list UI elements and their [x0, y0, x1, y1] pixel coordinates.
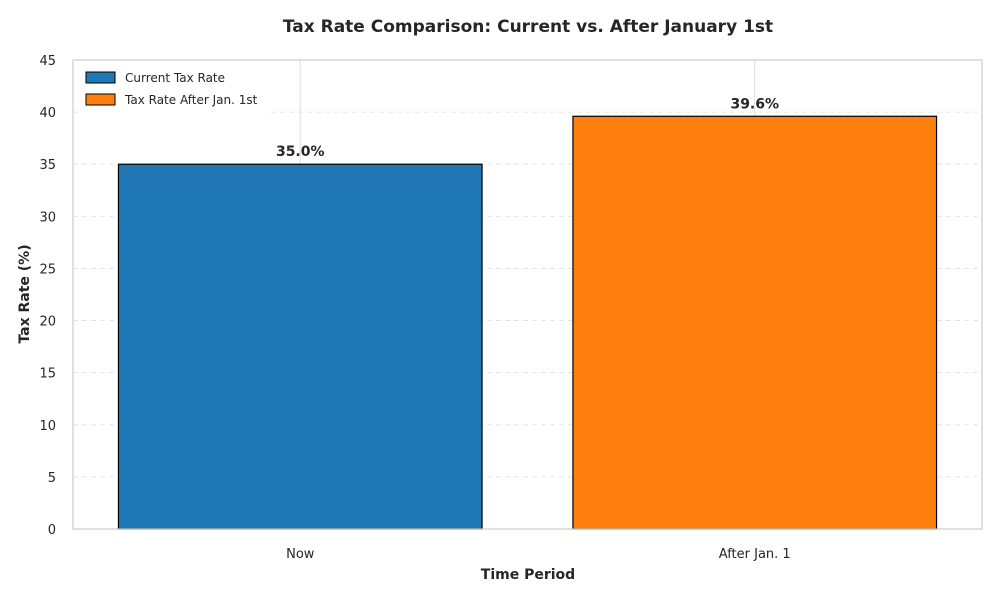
bar-now [117, 163, 483, 530]
bar-value-label: 35.0% [276, 144, 325, 160]
bar-value-label: 39.6% [730, 96, 779, 112]
y-tick-label: 40 [39, 106, 56, 121]
x-tick-label: After Jan. 1 [719, 547, 791, 562]
legend-swatch-current [85, 71, 116, 84]
x-tick-labels: Now After Jan. 1 [286, 547, 791, 562]
y-tick-label: 35 [39, 158, 56, 173]
legend-label-current: Current Tax Rate [125, 71, 225, 85]
legend-background [80, 67, 272, 113]
y-tick-label: 10 [39, 419, 56, 434]
y-tick-labels: 0 5 10 15 20 25 30 35 40 45 [39, 54, 56, 538]
y-tick-label: 45 [39, 54, 56, 69]
data-labels: 35.0% 39.6% [276, 96, 779, 160]
y-axis-label: Tax Rate (%) [17, 244, 33, 343]
y-tick-label: 5 [48, 471, 56, 486]
bars [117, 115, 938, 530]
legend-label-after: Tax Rate After Jan. 1st [124, 93, 258, 107]
legend-swatch-after [85, 93, 116, 106]
x-tick-label: Now [286, 547, 315, 562]
x-axis-label: Time Period [481, 567, 575, 583]
bar-after-jan-1 [572, 115, 938, 530]
y-tick-label: 30 [39, 210, 56, 225]
plot-frame [72, 59, 983, 530]
y-tick-label: 0 [48, 523, 56, 538]
legend: Current Tax Rate Tax Rate After Jan. 1st [80, 67, 272, 113]
chart-title: Tax Rate Comparison: Current vs. After J… [283, 17, 773, 37]
y-tick-label: 25 [39, 262, 56, 277]
y-tick-label: 20 [39, 315, 56, 330]
y-tick-label: 15 [39, 367, 56, 382]
